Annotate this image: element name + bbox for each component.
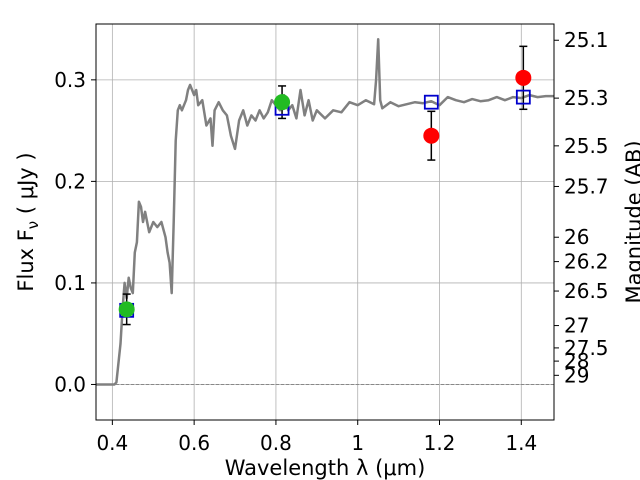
right-tick-label: 25.1 xyxy=(564,28,609,52)
template-spectrum-line xyxy=(96,37,554,386)
red-data-point xyxy=(423,127,440,144)
right-tick-label: 27.5 xyxy=(564,336,609,360)
model-box-point xyxy=(515,89,531,105)
y-tick-label: 0.1 xyxy=(54,271,86,295)
green-data-point xyxy=(274,94,291,111)
green-data-point xyxy=(118,301,135,318)
right-tick-label: 25.3 xyxy=(564,86,609,110)
right-tick-label: 25.7 xyxy=(564,174,609,198)
right-tick-label: 26.2 xyxy=(564,250,609,274)
right-tick-label: 28 xyxy=(564,349,589,373)
x-tick-label: 1.4 xyxy=(505,431,537,455)
right-tick-label: 26.5 xyxy=(564,279,609,303)
grid xyxy=(96,24,554,420)
right-axis-label: Magnitude (AB) xyxy=(622,140,640,303)
y-tick-label: 0.3 xyxy=(54,68,86,92)
right-tick-label: 27 xyxy=(564,314,589,338)
y-axis-ticks: 0.0 0.1 0.2 0.3 xyxy=(54,68,96,396)
right-tick-label: 25.5 xyxy=(564,134,609,158)
x-axis-label: Wavelength λ (μm) xyxy=(225,456,426,480)
x-tick-label: 0.8 xyxy=(260,431,292,455)
x-tick-label: 1.2 xyxy=(424,431,456,455)
red-data-point xyxy=(515,69,532,86)
y-axis-label: Flux Fν ( μJy ) xyxy=(14,152,42,291)
x-tick-label: 0.4 xyxy=(96,431,128,455)
y-tick-label: 0.2 xyxy=(54,169,86,193)
right-tick-label: 29 xyxy=(564,363,589,387)
x-tick-label: 1 xyxy=(351,431,364,455)
x-axis-ticks: 0.4 0.6 0.8 1 1.2 1.4 xyxy=(96,420,537,455)
y-tick-label: 0.0 xyxy=(54,372,86,396)
plot-frame xyxy=(95,23,555,421)
right-tick-label: 26 xyxy=(564,225,589,249)
series-layer xyxy=(96,37,554,386)
x-tick-label: 0.6 xyxy=(178,431,210,455)
model-box-point xyxy=(423,94,439,110)
